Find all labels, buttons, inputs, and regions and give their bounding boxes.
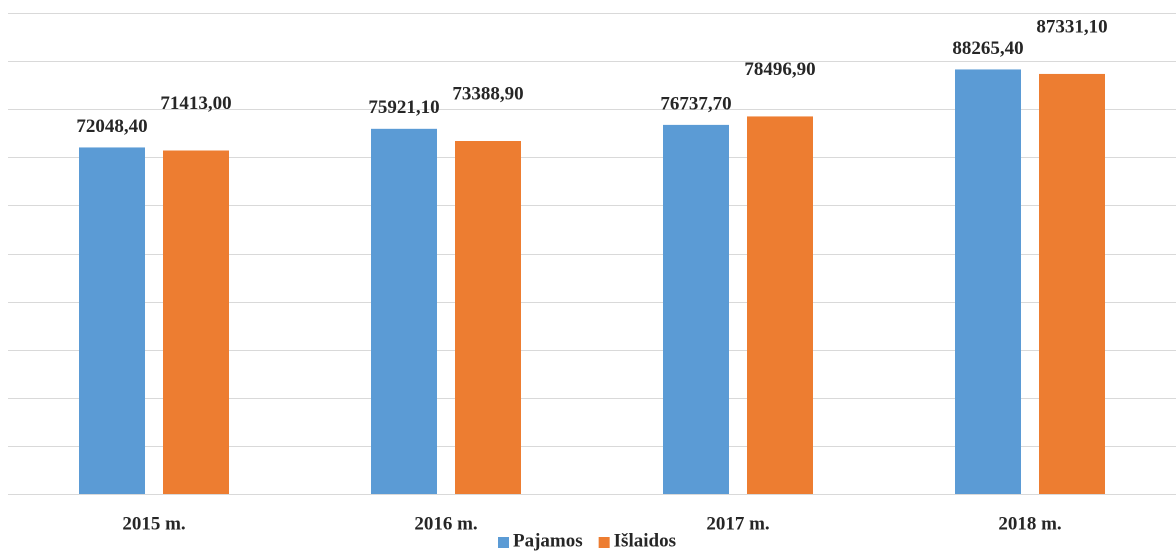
data-label: 87331,10 [1036, 16, 1107, 37]
legend-label: Išlaidos [614, 530, 676, 551]
legend-label: Pajamos [513, 530, 583, 551]
data-label: 75921,10 [368, 97, 439, 118]
data-label: 71413,00 [160, 93, 231, 114]
bar [1039, 73, 1105, 494]
legend-swatch [598, 537, 610, 548]
bar [455, 140, 521, 494]
x-tick-label: 2017 m. [706, 513, 769, 534]
data-label: 73388,90 [452, 83, 523, 104]
bar [371, 128, 437, 494]
legend-swatch [498, 537, 509, 548]
x-tick-label: 2018 m. [998, 513, 1061, 534]
x-tick-label: 2015 m. [122, 513, 185, 534]
bar [955, 69, 1021, 495]
bar [747, 116, 813, 495]
data-label: 78496,90 [744, 59, 815, 80]
bar [163, 150, 229, 494]
x-tick-label: 2016 m. [414, 513, 477, 534]
bar [663, 124, 729, 494]
data-label: 72048,40 [76, 116, 147, 137]
data-label: 76737,70 [660, 93, 731, 114]
data-label: 88265,40 [952, 38, 1023, 59]
bar [79, 147, 145, 494]
